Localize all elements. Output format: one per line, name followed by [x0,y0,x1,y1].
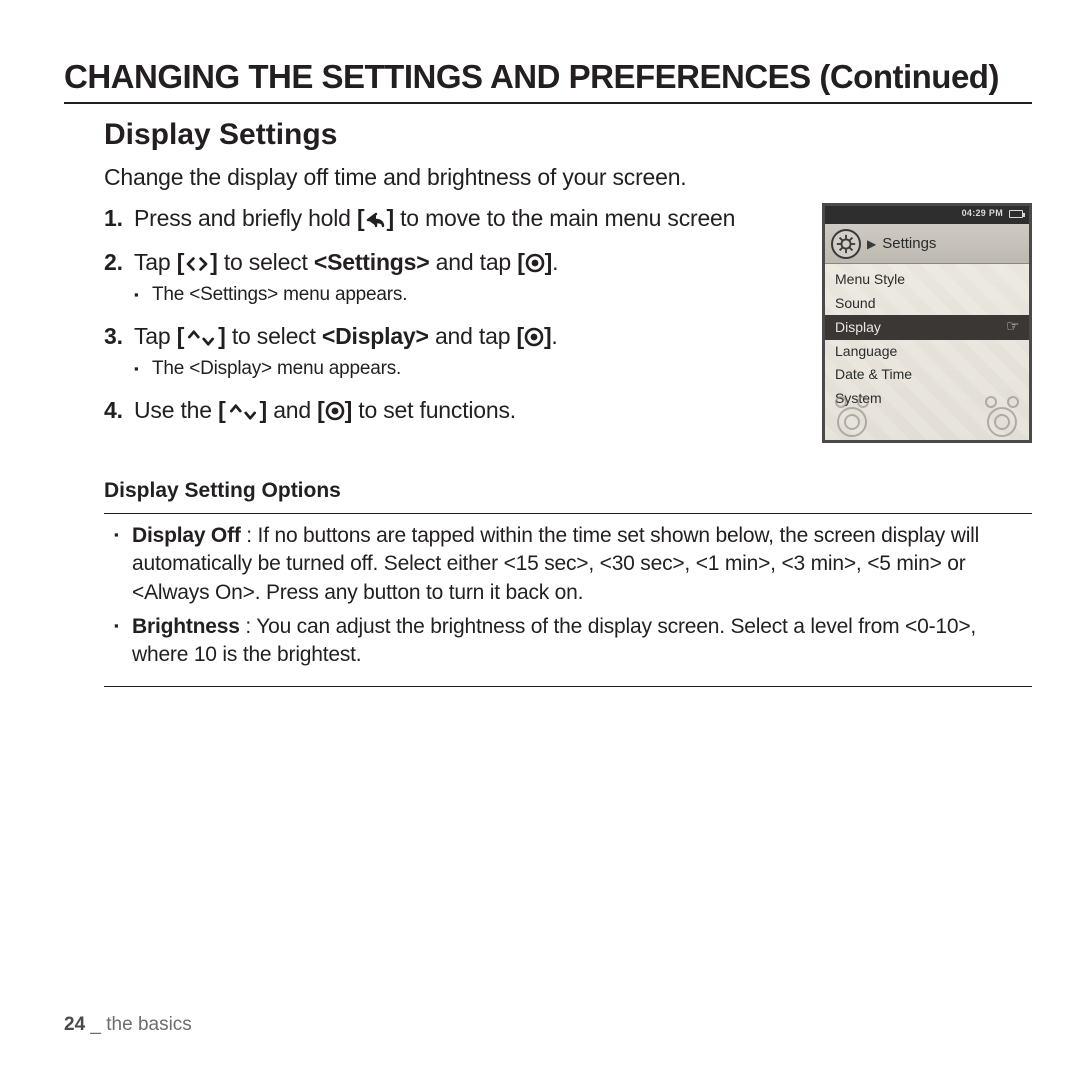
device-time: 04:29 PM [962,208,1003,218]
page-title: CHANGING THE SETTINGS AND PREFERENCES (C… [64,58,1032,104]
device-header: ▶ Settings [825,224,1029,264]
step-2: Tap [] to select <Settings> and tap []. … [104,247,804,307]
step-3-text-b: to select [226,323,322,349]
option-label: Brightness [132,615,240,638]
step-3-text-e: . [551,323,557,349]
step-3-text-a: Tap [134,323,177,349]
step-2-sub: The <Settings> menu appears. [134,282,804,308]
options-title: Display Setting Options [104,479,1032,503]
pointer-hand-icon: ☜ [1006,318,1019,337]
step-2-target: <Settings> [314,249,430,275]
step-1: Press and briefly hold [] to move to the… [104,203,804,233]
step-4-text-a: Use the [134,397,218,423]
menu-item-label: Display [835,319,881,337]
menu-item: Sound [825,292,1029,316]
ok-icon [524,327,544,347]
options-box: Display Off : If no buttons are tapped w… [104,513,1032,687]
footer-sep: _ [85,1014,106,1035]
step-4: Use the [] and [] to set functions. [104,395,804,425]
battery-icon [1009,210,1023,218]
menu-item: System [825,387,1029,411]
option-display-off: Display Off : If no buttons are tapped w… [110,522,1026,607]
chevron-right-icon: ▶ [867,237,876,251]
option-label: Display Off [132,524,241,547]
menu-item-selected: Display ☜ [825,315,1029,340]
up-down-icon [226,403,260,421]
page-number: 24 [64,1014,85,1035]
step-1-text-a: Press and briefly hold [134,205,357,231]
step-2-text-e: . [552,249,558,275]
step-3: Tap [] to select <Display> and tap []. T… [104,321,804,381]
section-intro: Change the display off time and brightne… [104,164,1032,191]
step-3-text-d: and tap [429,323,517,349]
option-text: : You can adjust the brightness of the d… [132,615,976,666]
footer-section: the basics [106,1014,192,1035]
option-text: : If no buttons are tapped within the ti… [132,524,979,604]
menu-item: Language [825,340,1029,364]
ok-icon [525,253,545,273]
device-header-title: Settings [882,235,936,252]
up-down-icon [184,329,218,347]
step-4-text-b: and [267,397,317,423]
menu-item: Menu Style [825,268,1029,292]
step-2-text-a: Tap [134,249,177,275]
step-2-text-b: to select [218,249,314,275]
device-statusbar: 04:29 PM [825,206,1029,224]
section-title: Display Settings [104,118,1032,152]
steps-column: Press and briefly hold [] to move to the… [104,203,804,440]
left-right-icon [184,255,210,273]
device-screenshot: 04:29 PM ▶ Settings Menu Style Sound Dis… [822,203,1032,443]
back-icon [364,211,386,229]
ok-icon [325,401,345,421]
step-4-text-c: to set functions. [352,397,516,423]
gear-icon [831,229,861,259]
option-brightness: Brightness : You can adjust the brightne… [110,613,1026,670]
menu-item: Date & Time [825,363,1029,387]
device-menu: Menu Style Sound Display ☜ Language Date… [825,264,1029,440]
step-3-target: <Display> [322,323,429,349]
step-2-text-d: and tap [429,249,517,275]
page-footer: 24 _ the basics [64,1014,192,1036]
step-3-sub: The <Display> menu appears. [134,356,804,382]
step-1-text-b: to move to the main menu screen [394,205,735,231]
